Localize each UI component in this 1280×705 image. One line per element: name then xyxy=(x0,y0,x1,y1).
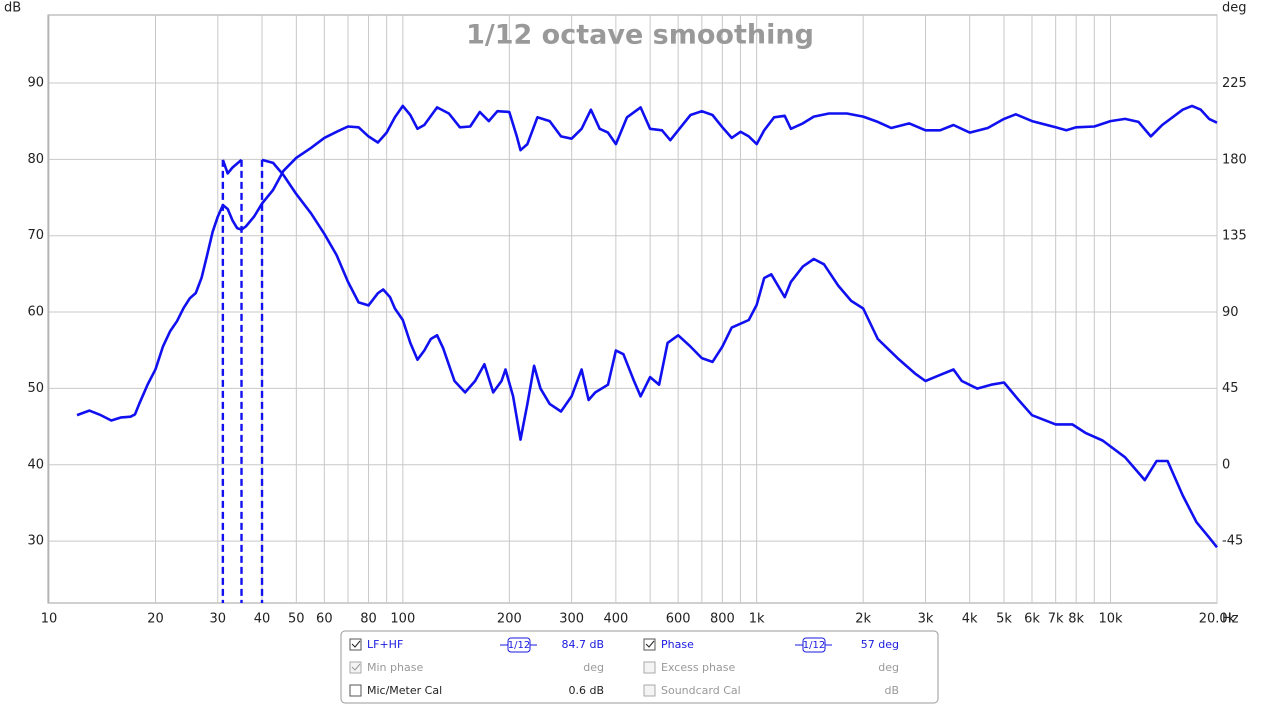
series-line xyxy=(76,104,1218,422)
panel-frame xyxy=(340,630,939,704)
series-line xyxy=(221,158,1219,549)
x-tick-label: 80 xyxy=(360,612,377,627)
smoothing: 1/12 xyxy=(508,640,530,651)
y2-tick-label: 45 xyxy=(1222,381,1239,396)
y2-tick-label: 0 xyxy=(1222,457,1230,472)
checkbox[interactable] xyxy=(349,684,362,697)
y2-unit: deg xyxy=(1222,1,1247,16)
x-tick-label: 8k xyxy=(1068,612,1084,627)
legend-label: Soundcard Cal xyxy=(661,684,741,697)
checkbox xyxy=(349,661,362,674)
y2-tick-label: 90 xyxy=(1222,305,1239,320)
y-tick-label: 80 xyxy=(27,152,44,167)
y-tick-label: 40 xyxy=(27,457,44,472)
x-tick-label: 40 xyxy=(254,612,271,627)
x-tick-label: 30 xyxy=(210,612,227,627)
x-tick-label: 60 xyxy=(316,612,333,627)
x-tick-label: 20 xyxy=(147,612,164,627)
legend-value: 57 deg xyxy=(861,638,899,651)
y2-tick-label: 180 xyxy=(1222,152,1247,167)
x-tick-label: 50 xyxy=(288,612,305,627)
y-tick-label: 90 xyxy=(27,75,44,90)
y-unit: dB xyxy=(4,1,21,16)
x-tick-label: 800 xyxy=(710,612,735,627)
legend-value: 84.7 dB xyxy=(561,638,604,651)
x-unit: Hz xyxy=(1222,612,1239,627)
legend-value: deg xyxy=(878,661,899,674)
x-tick-label: 200 xyxy=(497,612,522,627)
legend-value: dB xyxy=(884,684,899,697)
x-tick-label: 600 xyxy=(666,612,691,627)
check xyxy=(351,640,361,648)
y-tick-label: 70 xyxy=(27,228,44,243)
legend-value: 0.6 dB xyxy=(568,684,604,697)
smoothing-icon[interactable] xyxy=(507,637,531,653)
check xyxy=(645,640,655,648)
y2-tick-label: -45 xyxy=(1222,534,1243,549)
legend-value: deg xyxy=(583,661,604,674)
legend-label: Mic/Meter Cal xyxy=(367,684,442,697)
legend-panel: LF+HF 1/12 84.7 dB Phase 1/12 57 deg Min… xyxy=(340,630,939,704)
x-tick-label: 1k xyxy=(749,612,765,627)
legend-label: LF+HF xyxy=(367,638,403,651)
y2-tick-label: 135 xyxy=(1222,229,1247,244)
y-tick-label: 50 xyxy=(27,381,44,396)
x-tick-label: 10k xyxy=(1098,612,1123,627)
y-tick-label: 60 xyxy=(27,305,44,320)
legend-label: Min phase xyxy=(367,661,423,674)
x-tick-label: 20.0k xyxy=(1199,612,1236,627)
y-tick-label: 30 xyxy=(27,534,44,549)
x-tick-label: 100 xyxy=(390,612,415,627)
x-tick-label: 7k xyxy=(1048,612,1064,627)
x-tick-label: 6k xyxy=(1024,612,1040,627)
legend-label: Phase xyxy=(661,638,694,651)
checkbox xyxy=(643,661,656,674)
legend-label: Excess phase xyxy=(661,661,735,674)
x-tick-label: 300 xyxy=(559,612,584,627)
checkbox[interactable] xyxy=(643,638,656,651)
checkbox[interactable] xyxy=(349,638,362,651)
chart-title: 1/12 octave smoothing xyxy=(466,20,814,51)
x-tick-label: 3k xyxy=(918,612,934,627)
x-tick-label: 10 xyxy=(41,612,58,627)
checkbox xyxy=(643,684,656,697)
smoothing: 1/12 xyxy=(803,640,825,651)
check xyxy=(351,663,361,671)
smoothing-icon[interactable] xyxy=(802,637,826,653)
y2-tick-label: 225 xyxy=(1222,76,1247,91)
x-tick-label: 4k xyxy=(962,612,978,627)
x-tick-label: 2k xyxy=(855,612,871,627)
x-tick-label: 5k xyxy=(996,612,1012,627)
x-tick-label: 400 xyxy=(603,612,628,627)
